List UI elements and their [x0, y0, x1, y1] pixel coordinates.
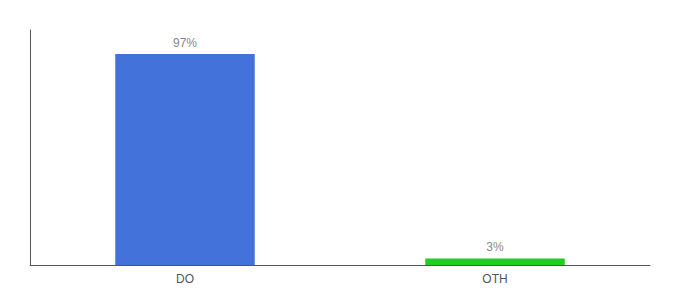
- svg-text:DO: DO: [176, 272, 194, 286]
- svg-text:3%: 3%: [486, 240, 504, 254]
- svg-text:97%: 97%: [173, 36, 197, 50]
- svg-text:OTH: OTH: [482, 272, 507, 286]
